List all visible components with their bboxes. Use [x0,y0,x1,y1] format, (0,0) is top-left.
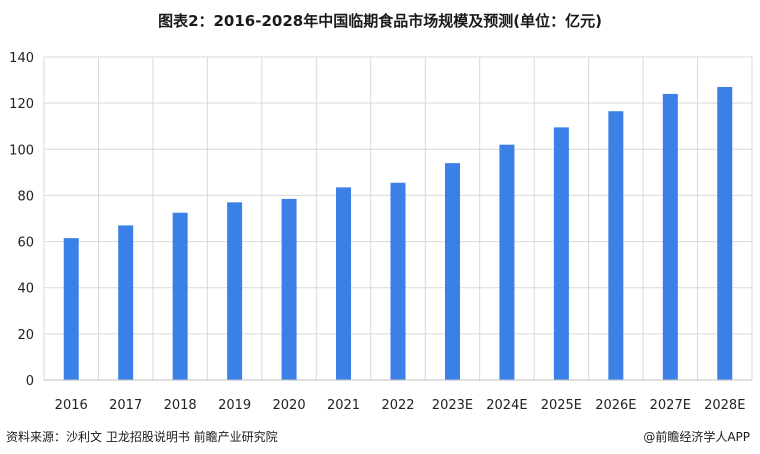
bar-2027E [662,93,678,381]
y-tick-label: 100 [9,143,34,158]
axes: 0 20 40 60 80 100 120 140 2016 2017 2018 2019 2020 20… [9,51,752,413]
bar-2023E [444,163,460,380]
bar-2021 [336,187,352,380]
bar-2016 [63,238,79,380]
y-tick-label: 40 [17,282,34,297]
y-tick-label: 120 [9,97,34,112]
bar-2019 [227,202,243,380]
y-tick-label: 20 [17,328,34,343]
x-tick-label: 2024E [486,398,527,413]
bar-2022 [390,182,406,380]
y-tick-label: 140 [9,51,34,66]
x-tick-label: 2025E [541,398,582,413]
copyright-note: @前瞻经济学人APP [643,430,750,444]
source-note: 资料来源：沙利文 卫龙招股说明书 前瞻产业研究院 [6,430,278,444]
bar-2028E [717,86,733,380]
x-tick-label: 2021 [327,398,360,413]
x-tick-label: 2026E [595,398,636,413]
x-tick-label: 2027E [650,398,691,413]
x-tick-label: 2017 [109,398,142,413]
x-tick-label: 2022 [381,398,414,413]
bar-2026E [608,111,624,380]
x-tick-label: 2020 [273,398,306,413]
bar-2025E [553,127,569,380]
x-tick-label: 2016 [55,398,88,413]
y-tick-label: 60 [17,236,34,251]
bar-series [63,86,733,381]
bar-2018 [172,212,188,380]
x-tick-label: 2023E [432,398,473,413]
chart-title: 图表2：2016-2028年中国临期食品市场规模及预测(单位：亿元) [158,12,602,30]
bar-2017 [118,225,134,380]
x-tick-label: 2019 [218,398,251,413]
y-tick-label: 0 [26,374,34,389]
x-tick-label: 2028E [704,398,745,413]
x-tick-label: 2018 [164,398,197,413]
y-tick-label: 80 [17,189,34,204]
bar-2020 [281,198,297,380]
bar-2024E [499,144,515,380]
